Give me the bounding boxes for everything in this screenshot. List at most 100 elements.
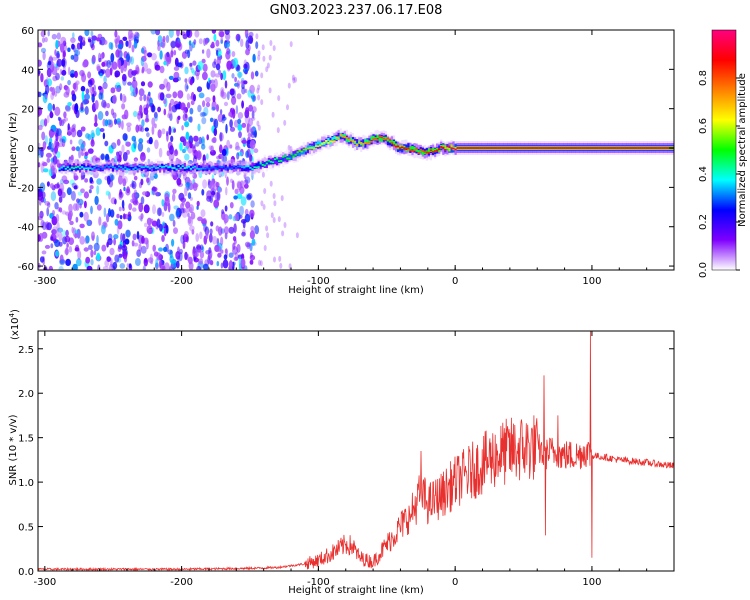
spectrogram-noise-cell <box>51 61 55 69</box>
x-tick-label: 100 <box>582 276 601 287</box>
spectrogram-noise-cell <box>100 53 104 60</box>
spectrogram-noise-cell <box>104 259 110 267</box>
spectrogram-noise-cell <box>122 213 126 220</box>
spectrogram-noise-cell <box>229 119 233 128</box>
spectrogram-noise-cell <box>189 142 193 149</box>
spectrogram-ridge-cell <box>214 167 217 170</box>
spectrogram-noise-cell <box>86 219 93 226</box>
spectrogram-noise-cell <box>91 95 94 102</box>
spectrogram-ridge-cell <box>438 148 441 151</box>
spectrogram-ridge-cell <box>286 157 289 160</box>
spectrogram-ridge-cell <box>282 158 285 162</box>
spectrogram-noise-cell <box>41 37 46 43</box>
spectrogram-noise-cell <box>172 193 176 202</box>
spectrogram-noise-cell <box>226 47 231 55</box>
spectrogram-noise-cell <box>222 259 229 269</box>
spectrogram-noise-cell <box>99 39 102 45</box>
spectrogram-noise-cell <box>123 62 127 72</box>
spectrogram-noise-cell <box>229 88 235 96</box>
spectrogram-noise-cell <box>110 52 115 63</box>
spectrogram-noise-cell <box>100 153 105 160</box>
spectrogram-ridge-cell <box>606 147 609 149</box>
spectrogram-noise-cell <box>84 30 90 37</box>
spectrogram-noise-cell <box>211 41 215 48</box>
spectrogram-ridge-cell <box>126 162 129 169</box>
spectrogram-noise-cell <box>175 40 182 48</box>
spectrogram-ridge-cell <box>136 165 139 169</box>
spectrogram-ridge-cell <box>126 168 129 170</box>
spectrogram-ridge-cell <box>68 168 71 171</box>
spectrogram-noise-cell <box>133 40 138 49</box>
spectrogram-noise-cell <box>131 79 138 89</box>
spectrogram-noise-cell <box>101 224 106 235</box>
spectrogram-noise-cell <box>70 54 75 60</box>
spectrogram-noise-cell <box>125 53 130 62</box>
spectrogram-noise-cell <box>62 229 66 237</box>
spectrogram-noise-cell <box>170 98 175 106</box>
spectrogram-noise-cell <box>58 241 63 247</box>
spectrogram-ridge-cell <box>364 139 367 143</box>
spectrogram-ridge-cell <box>454 148 457 151</box>
spectrogram-ridge-cell <box>622 147 625 149</box>
spectrogram-noise-cell <box>196 200 200 207</box>
spectrogram-ridge-cell <box>136 168 139 171</box>
spectrogram-noise-cell <box>70 154 74 162</box>
spectrogram-ridge-cell <box>526 147 529 149</box>
spectrogram-noise-cell <box>249 37 253 45</box>
spectrogram-ridge-cell <box>507 147 510 149</box>
spectrogram-ridge-cell <box>89 167 92 171</box>
spectrogram-noise-cell <box>75 146 80 152</box>
spectrogram-noise-cell <box>197 61 204 71</box>
spectrogram-noise-cell <box>72 203 78 212</box>
spectrogram-noise-cell <box>42 168 49 173</box>
spectrogram-ridge-cell <box>89 167 92 170</box>
spectrogram-noise-cell <box>195 233 199 242</box>
spectrogram-noise-cell <box>54 239 61 248</box>
spectrogram-ridge-cell <box>427 151 430 154</box>
spectrogram-noise-cell <box>129 33 135 38</box>
spectrogram-ridge-cell <box>384 138 387 141</box>
spectrogram-noise-cell <box>154 112 159 122</box>
spectrogram-noise-cell <box>168 152 175 162</box>
spectrogram-noise-cell <box>112 94 117 105</box>
spectrogram-ridge-cell <box>128 166 131 171</box>
spectrogram-noise-cell <box>256 87 260 94</box>
spectrogram-noise-cell <box>61 210 67 215</box>
spectrogram-ridge-cell <box>462 147 465 149</box>
spectrogram-ridge-cell <box>134 166 137 169</box>
spectrogram-ridge-cell <box>327 142 330 144</box>
spectrogram-noise-cell <box>75 80 80 85</box>
spectrogram-ridge-cell <box>561 147 564 149</box>
spectrogram-ridge-cell <box>163 165 166 168</box>
spectrogram-noise-cell <box>140 152 146 162</box>
spectrogram-noise-cell <box>163 60 167 66</box>
colorbar-tick-label: 0.0 <box>698 262 709 278</box>
spectrogram-noise-cell <box>148 97 153 107</box>
spectrogram-ridge-cell <box>427 148 430 153</box>
spectrogram-noise-cell <box>265 66 269 73</box>
spectrogram-noise-cell <box>51 87 56 96</box>
spectrogram-ridge-cell <box>267 161 270 165</box>
spectrogram-ridge-cell <box>321 143 324 145</box>
spectrogram-ridge-cell <box>399 145 402 149</box>
spectrogram-noise-cell <box>141 119 145 128</box>
spectrogram-noise-cell <box>85 133 90 139</box>
spectrogram-ridge-cell <box>255 163 258 167</box>
spectrogram-noise-cell <box>216 191 221 202</box>
spectrogram-noise-cell <box>228 226 235 234</box>
spectrogram-noise-cell <box>209 117 214 123</box>
spectrogram-noise-cell <box>96 252 101 261</box>
spectrogram-noise-cell <box>214 73 221 78</box>
spectrogram-noise-cell <box>104 140 109 147</box>
spectrogram-noise-cell <box>221 209 225 215</box>
spectrogram-ridge-cell <box>386 137 389 142</box>
spectrogram-noise-cell <box>121 199 125 209</box>
spectrogram-noise-cell <box>175 103 181 110</box>
spectrogram-noise-cell <box>201 246 205 253</box>
spectrogram-noise-cell <box>154 139 159 150</box>
spectrogram-noise-cell <box>55 85 61 94</box>
spectrogram-noise-cell <box>89 85 93 94</box>
spectrogram-ridge-cell <box>308 147 311 149</box>
spectrogram-ridge-cell <box>257 166 260 168</box>
spectrogram-ridge-cell <box>95 165 98 167</box>
